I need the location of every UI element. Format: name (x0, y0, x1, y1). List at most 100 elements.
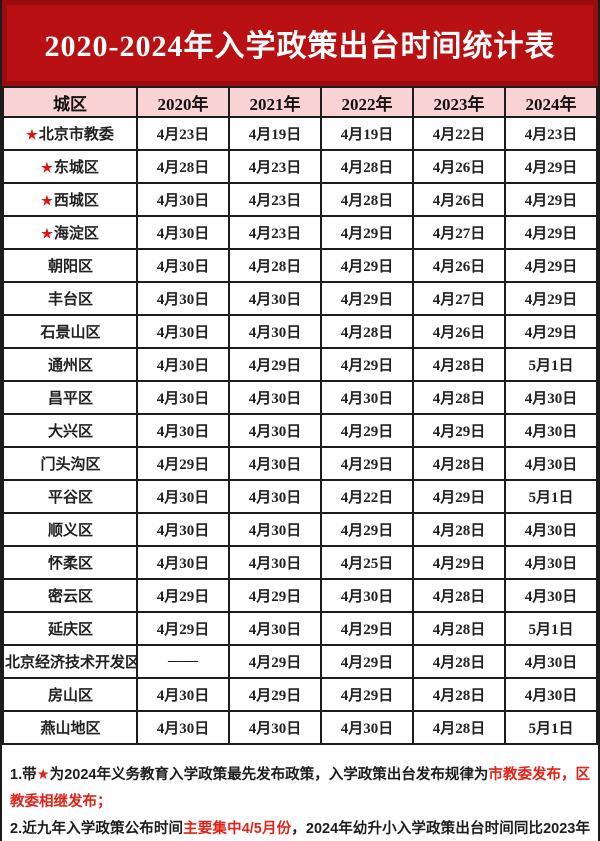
table-row: ★北京市教委 4月23日 4月19日 4月19日 4月22日 4月23日 (2, 116, 598, 151)
date-cell-2023: 4月28日 (412, 677, 506, 712)
date-cell-2022: 4月19日 (320, 116, 414, 151)
date-cell-2024: 4月29日 (504, 182, 598, 217)
date-cell-2024: 4月29日 (504, 215, 598, 250)
date-cell-2024: 4月30日 (504, 413, 598, 448)
footnote-1-highlight: 市教委发布，区教委相继发布； (10, 767, 591, 810)
date-cell-2020: 4月29日 (136, 611, 230, 646)
star-icon: ★ (41, 226, 53, 241)
date-cell-2020: 4月30日 (136, 710, 230, 745)
date-cell-2023: 4月26日 (412, 182, 506, 217)
date-cell-2024: 4月30日 (504, 446, 598, 481)
table-row: ★海淀区 4月30日 4月23日 4月29日 4月27日 4月29日 (2, 215, 598, 250)
date-cell-2022: 4月29日 (320, 512, 414, 547)
table-row: 朝阳区 4月30日 4月28日 4月29日 4月26日 4月29日 (2, 248, 598, 283)
district-name: 延庆区 (47, 622, 93, 638)
table-row: 大兴区 4月30日 4月30日 4月29日 4月29日 4月30日 (2, 413, 598, 448)
district-cell: ★西城区 (2, 182, 138, 217)
table-row: ★西城区 4月30日 4月23日 4月28日 4月26日 4月29日 (2, 182, 598, 217)
district-cell: 顺义区 (2, 512, 138, 547)
district-cell: 密云区 (2, 578, 138, 613)
date-cell-2024: 5月1日 (504, 710, 598, 745)
date-cell-2020: 4月30日 (136, 281, 230, 316)
date-cell-2022: 4月30日 (320, 578, 414, 613)
date-cell-2023: 4月27日 (412, 215, 506, 250)
date-cell-2020: 4月30日 (136, 380, 230, 415)
date-cell-2023: 4月28日 (412, 644, 506, 679)
district-cell: ★北京市教委 (2, 116, 138, 151)
footnotes: 1.带★为2024年义务教育入学政策最先发布政策，入学政策出台发布规律为市教委发… (2, 745, 598, 841)
date-cell-2022: 4月29日 (320, 248, 414, 283)
date-cell-2022: 4月29日 (320, 611, 414, 646)
date-cell-2024: 4月30日 (504, 578, 598, 613)
date-cell-2020: 4月30日 (136, 512, 230, 547)
star-icon: ★ (41, 160, 53, 175)
date-cell-2021: 4月29日 (228, 578, 322, 613)
date-cell-2024: 4月29日 (504, 281, 598, 316)
date-cell-2020: 4月23日 (136, 116, 230, 151)
district-cell: 大兴区 (2, 413, 138, 448)
date-cell-2022: 4月29日 (320, 644, 414, 679)
district-name: 北京经济技术开发区 (5, 655, 137, 671)
date-cell-2022: 4月29日 (320, 413, 414, 448)
date-cell-2023: 4月28日 (412, 380, 506, 415)
date-cell-2024: 4月30日 (504, 380, 598, 415)
date-cell-2020: 4月30日 (136, 248, 230, 283)
date-cell-2021: 4月30日 (228, 512, 322, 547)
date-cell-2023: 4月28日 (412, 446, 506, 481)
table-row: 燕山地区 4月30日 4月30日 4月30日 4月28日 5月1日 (2, 710, 598, 745)
table-row: 北京经济技术开发区 —— 4月29日 4月29日 4月28日 4月30日 (2, 644, 598, 679)
date-cell-2023: 4月29日 (412, 479, 506, 514)
date-cell-2023: 4月28日 (412, 512, 506, 547)
date-cell-2022: 4月30日 (320, 380, 414, 415)
date-cell-2022: 4月29日 (320, 281, 414, 316)
date-cell-2023: 4月28日 (412, 347, 506, 382)
date-cell-2022: 4月29日 (320, 677, 414, 712)
district-cell: ★东城区 (2, 149, 138, 184)
district-name: 北京市教委 (38, 127, 114, 143)
page-title: 2020-2024年入学政策出台时间统计表 (44, 30, 556, 63)
table-row: 延庆区 4月29日 4月30日 4月29日 4月28日 5月1日 (2, 611, 598, 646)
header-row: 城区 2020年 2021年 2022年 2023年 2024年 (2, 86, 598, 118)
district-cell: 朝阳区 (2, 248, 138, 283)
date-cell-2020: 4月30日 (136, 413, 230, 448)
star-icon: ★ (26, 127, 38, 142)
column-header-district: 城区 (2, 86, 138, 118)
title-banner: 2020-2024年入学政策出台时间统计表 (2, 0, 598, 86)
district-name: 门头沟区 (40, 457, 101, 473)
table-row: 密云区 4月29日 4月29日 4月30日 4月28日 4月30日 (2, 578, 598, 613)
date-cell-2021: 4月30日 (228, 380, 322, 415)
footnote-star-icon: ★ (36, 767, 50, 783)
date-cell-2023: 4月26日 (412, 149, 506, 184)
date-cell-2021: 4月30日 (228, 314, 322, 349)
date-cell-2021: 4月23日 (228, 215, 322, 250)
district-name: 平谷区 (47, 490, 93, 506)
footnote-1-text: 1.带 (10, 767, 37, 783)
date-cell-2021: 4月30日 (228, 281, 322, 316)
date-cell-2024: 5月1日 (504, 479, 598, 514)
date-cell-2020: 4月30日 (136, 314, 230, 349)
date-cell-2023: 4月29日 (412, 545, 506, 580)
district-name: 东城区 (53, 160, 99, 176)
district-cell: 燕山地区 (2, 710, 138, 745)
date-cell-2021: 4月30日 (228, 479, 322, 514)
date-cell-2022: 4月22日 (320, 479, 414, 514)
district-cell: 平谷区 (2, 479, 138, 514)
district-cell: ★海淀区 (2, 215, 138, 250)
district-name: 昌平区 (47, 391, 93, 407)
footnote-2-text: 2.近九年入学政策公布时间 (10, 821, 184, 837)
date-cell-2024: 4月23日 (504, 116, 598, 151)
district-cell: 通州区 (2, 347, 138, 382)
date-cell-2021: 4月23日 (228, 149, 322, 184)
district-name: 密云区 (47, 589, 93, 605)
date-cell-2024: 4月29日 (504, 314, 598, 349)
district-name: 顺义区 (47, 523, 93, 539)
table-row: 平谷区 4月30日 4月30日 4月22日 4月29日 5月1日 (2, 479, 598, 514)
date-cell-2021: 4月30日 (228, 545, 322, 580)
footnote-2-text-cont: ，2024年幼升小入学政策出台时间同比2023年相对集中； (291, 821, 590, 837)
date-cell-2021: 4月30日 (228, 710, 322, 745)
date-cell-2020: 4月29日 (136, 578, 230, 613)
date-cell-2021: 4月30日 (228, 611, 322, 646)
table-body: ★北京市教委 4月23日 4月19日 4月19日 4月22日 4月23日 ★东城… (2, 116, 598, 745)
date-cell-2020: 4月28日 (136, 149, 230, 184)
